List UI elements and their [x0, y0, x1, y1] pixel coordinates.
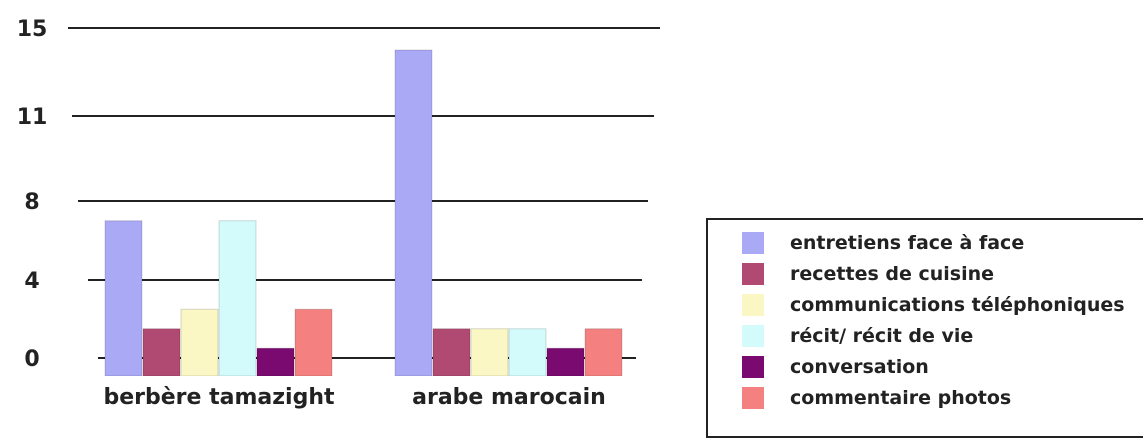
x-category-label: berbère tamazight — [103, 385, 335, 410]
x-category-label: arabe marocain — [412, 385, 606, 410]
legend-label: recettes de cuisine — [790, 263, 995, 285]
legend-label: entretiens face à face — [790, 232, 1025, 254]
category-label-backdrop — [94, 376, 344, 412]
chart-legend: entretiens face à face recettes de cuisin… — [706, 218, 1143, 438]
bar-arabe-series-6 — [584, 328, 623, 377]
bar-arabe-series-4 — [508, 328, 547, 377]
legend-item: conversation — [742, 352, 929, 382]
legend-swatch — [742, 232, 764, 254]
bar-berbere-series-6 — [294, 308, 333, 377]
legend-item: communications téléphoniques — [742, 290, 1125, 320]
legend-item: commentaire photos — [742, 383, 1011, 413]
legend-swatch — [742, 294, 764, 316]
bar-arabe-series-3 — [470, 328, 509, 377]
legend-label: commentaire photos — [790, 387, 1012, 409]
y-tick-label: 8 — [24, 190, 39, 215]
bar-berbere-series-3 — [180, 308, 219, 377]
category-label-backdrop — [384, 376, 634, 412]
legend-label: communications téléphoniques — [790, 294, 1125, 316]
y-tick-label: 11 — [17, 105, 48, 130]
legend-swatch — [742, 356, 764, 378]
y-tick-label: 0 — [24, 347, 39, 372]
legend-label: récit/ récit de vie — [790, 325, 974, 347]
legend-label: conversation — [790, 356, 929, 378]
legend-swatch — [742, 387, 764, 409]
bar-arabe-series-5 — [546, 347, 585, 377]
bar-berbere-series-5 — [256, 347, 295, 377]
bar-berbere-series-2 — [142, 328, 181, 377]
legend-item: entretiens face à face — [742, 228, 1024, 258]
y-tick-label: 4 — [24, 269, 39, 294]
bar-arabe-series-1 — [394, 49, 433, 377]
y-tick-label: 15 — [17, 17, 48, 42]
bar-arabe-series-2 — [432, 328, 471, 377]
bar-berbere-series-4 — [218, 220, 257, 377]
bar-chart: 0 4 8 11 15 berbère tamazight arabe marocain — [17, 17, 660, 412]
legend-item: récit/ récit de vie — [742, 321, 973, 351]
legend-swatch — [742, 325, 764, 347]
legend-item: recettes de cuisine — [742, 259, 994, 289]
bar-berbere-series-1 — [104, 220, 143, 377]
legend-swatch — [742, 263, 764, 285]
